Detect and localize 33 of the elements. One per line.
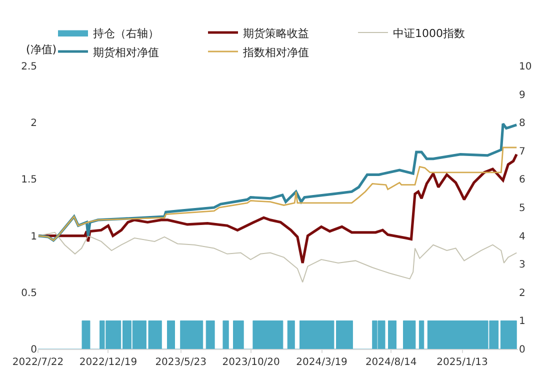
- x-tick-label: 2024/3/19: [296, 357, 348, 368]
- legend-label: 期货相对净值: [93, 46, 159, 59]
- line-series: [38, 232, 518, 283]
- y2-tick-label: 7: [519, 146, 526, 158]
- y2-tick-label: 0: [519, 344, 526, 356]
- y2-tick-label: 3: [519, 260, 526, 271]
- y2-tick-label: 9: [519, 90, 526, 101]
- y2-tick-label: 1: [519, 316, 526, 328]
- x-tick-label: 2022/12/19: [79, 357, 138, 368]
- y-tick-label: 1.5: [21, 174, 37, 186]
- y-tick-label: 2: [30, 118, 37, 130]
- y2-tick-label: 10: [519, 62, 532, 72]
- y2-tick-label: 5: [519, 203, 526, 214]
- y2-tick-label: 6: [519, 174, 526, 186]
- y-tick-label: 1: [30, 231, 37, 242]
- legend-label: 持仓（右轴）: [93, 26, 159, 40]
- x-tick-label: 2022/7/22: [12, 357, 64, 368]
- legend-label: 期货策略收益: [243, 26, 309, 40]
- x-tick-label: 2024/8/14: [365, 357, 417, 368]
- legend-label: 中证1000指数: [393, 26, 465, 40]
- x-tick-label: 2023/10/20: [222, 357, 280, 368]
- y2-tick-label: 8: [519, 118, 526, 130]
- line-series: [38, 153, 518, 264]
- y-axis-title: (净值): [26, 43, 57, 56]
- y2-tick-label: 4: [519, 231, 526, 242]
- legend-label: 指数相对净值: [242, 46, 309, 59]
- x-tick-label: 2025/1/13: [436, 357, 488, 368]
- x-tick-label: 2023/5/23: [155, 357, 206, 368]
- y-tick-label: 0: [30, 344, 37, 356]
- y-tick-label: 2.5: [21, 62, 37, 72]
- y2-tick-label: 2: [519, 288, 526, 299]
- line-series: [38, 146, 518, 242]
- y-tick-label: 0.5: [21, 288, 37, 299]
